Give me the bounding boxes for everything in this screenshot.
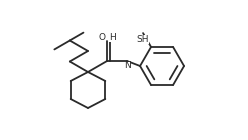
Text: H: H: [109, 32, 115, 41]
Text: N: N: [124, 61, 130, 71]
Text: O: O: [98, 32, 106, 41]
Text: SH: SH: [137, 35, 149, 44]
